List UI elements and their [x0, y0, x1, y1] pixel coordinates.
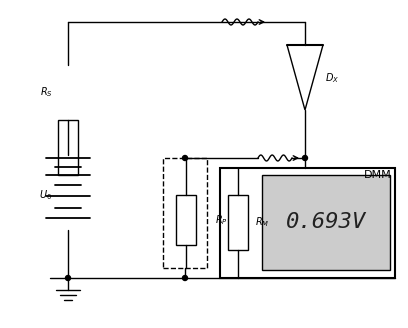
- Bar: [220, 168, 395, 278]
- Bar: [228, 195, 248, 250]
- Polygon shape: [287, 45, 323, 110]
- Circle shape: [302, 155, 308, 160]
- Circle shape: [66, 276, 71, 280]
- Bar: [176, 195, 196, 245]
- Circle shape: [182, 155, 188, 160]
- Text: $U_0$: $U_0$: [40, 188, 53, 202]
- Text: 0.693V: 0.693V: [286, 213, 366, 233]
- Text: $R_P$: $R_P$: [215, 213, 228, 227]
- Bar: [262, 175, 390, 270]
- Text: DMM: DMM: [364, 170, 392, 180]
- Text: $D_X$: $D_X$: [325, 71, 339, 85]
- Text: $R_S$: $R_S$: [40, 85, 52, 99]
- Circle shape: [182, 276, 188, 280]
- Text: $R_M$: $R_M$: [255, 215, 269, 229]
- Bar: [58, 120, 78, 175]
- Bar: [163, 158, 207, 268]
